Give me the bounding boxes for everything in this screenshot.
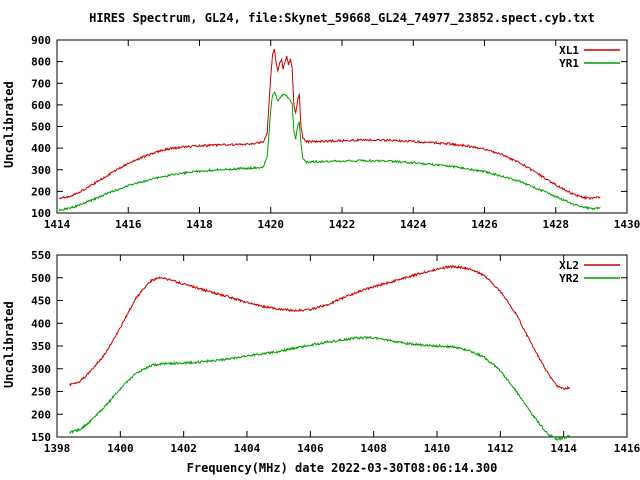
y-tick-label: 900 xyxy=(31,34,51,47)
y-tick-label: 700 xyxy=(31,77,51,90)
x-tick-label: 1400 xyxy=(107,442,134,455)
y-tick-label: 300 xyxy=(31,164,51,177)
y-tick-label: 350 xyxy=(31,340,51,353)
series-xl2 xyxy=(69,264,571,390)
series-xl1 xyxy=(58,48,601,201)
series-yr2 xyxy=(69,336,571,442)
y-tick-label: 100 xyxy=(31,207,51,220)
x-tick-label: 1428 xyxy=(543,218,570,231)
y-tick-label: 550 xyxy=(31,249,51,262)
x-tick-label: 1412 xyxy=(487,442,514,455)
y-tick-label: 450 xyxy=(31,295,51,308)
y-tick-label: 200 xyxy=(31,185,51,198)
x-tick-label: 1426 xyxy=(471,218,498,231)
x-tick-label: 1414 xyxy=(550,442,577,455)
legend-label-yr1: YR1 xyxy=(559,57,579,70)
y-tick-label: 800 xyxy=(31,56,51,69)
x-tick-label: 1418 xyxy=(186,218,213,231)
plot-border xyxy=(56,254,628,438)
x-tick-label: 1406 xyxy=(297,442,324,455)
chart-title: HIRES Spectrum, GL24, file:Skynet_59668_… xyxy=(89,11,595,25)
y-tick-label: 400 xyxy=(31,317,51,330)
y-tick-label: 250 xyxy=(31,386,51,399)
x-tick-label: 1410 xyxy=(424,442,451,455)
x-tick-label: 1414 xyxy=(44,218,71,231)
y-tick-label: 500 xyxy=(31,272,51,285)
x-tick-label: 1402 xyxy=(170,442,197,455)
x-tick-label: 1430 xyxy=(614,218,640,231)
legend-label-yr2: YR2 xyxy=(559,272,579,285)
y-tick-label: 500 xyxy=(31,121,51,134)
x-tick-label: 1398 xyxy=(44,442,71,455)
x-tick-label: 1416 xyxy=(115,218,142,231)
x-tick-label: 1416 xyxy=(614,442,640,455)
x-tick-label: 1404 xyxy=(234,442,261,455)
series-yr1 xyxy=(58,91,601,212)
x-tick-label: 1422 xyxy=(329,218,356,231)
y-tick-label: 200 xyxy=(31,408,51,421)
x-tick-label: 1424 xyxy=(400,218,427,231)
x-axis-label: Frequency(MHz) date 2022-03-30T08:06:14.… xyxy=(186,461,498,475)
x-tick-label: 1420 xyxy=(258,218,285,231)
y-tick-label: 600 xyxy=(31,99,51,112)
legend-label-xl1: XL1 xyxy=(559,44,579,57)
x-tick-label: 1408 xyxy=(360,442,387,455)
y-tick-label: 400 xyxy=(31,142,51,155)
plot-border xyxy=(56,39,628,214)
legend-label-xl2: XL2 xyxy=(559,259,579,272)
y-tick-label: 150 xyxy=(31,431,51,444)
y-tick-label: 300 xyxy=(31,363,51,376)
